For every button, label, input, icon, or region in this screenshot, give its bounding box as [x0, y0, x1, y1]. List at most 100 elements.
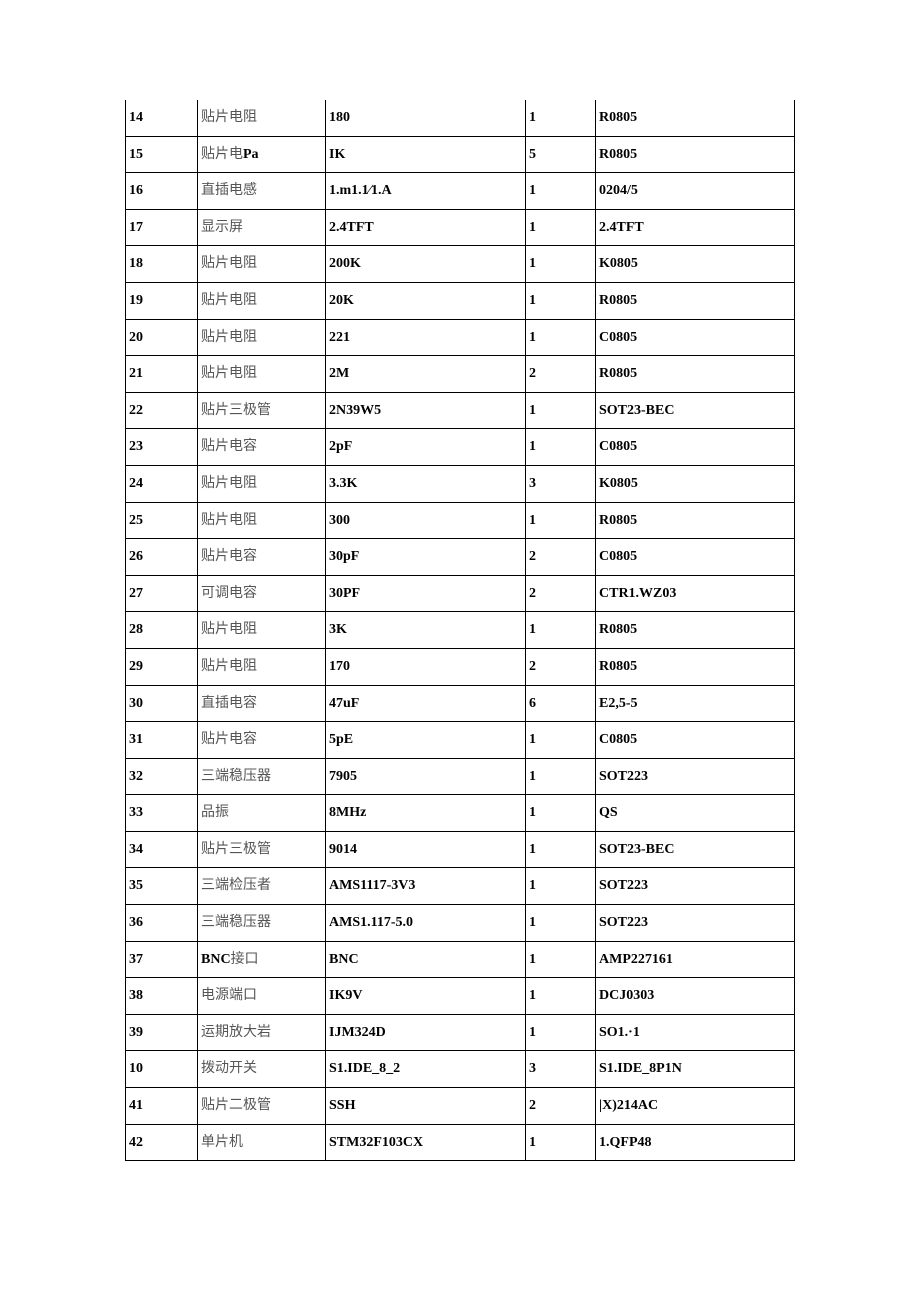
cell-part: 8MHz — [326, 795, 526, 832]
cell-pkg: SOT23-BEC — [596, 392, 795, 429]
table-row: 10拨动开关S1.IDE_8_23S1.IDE_8P1N — [126, 1051, 795, 1088]
cell-part: 7905 — [326, 758, 526, 795]
cell-pkg: R0805 — [596, 100, 795, 136]
cell-num: 22 — [126, 392, 198, 429]
cell-qty: 1 — [526, 831, 596, 868]
cell-pkg: |X)214AC — [596, 1088, 795, 1125]
cell-pkg: E2,5-5 — [596, 685, 795, 722]
cell-desc: 贴片电容 — [198, 539, 326, 576]
cell-num: 33 — [126, 795, 198, 832]
cell-pkg: C0805 — [596, 722, 795, 759]
cell-part: IJM324D — [326, 1014, 526, 1051]
table-row: 33品振8MHz1QS — [126, 795, 795, 832]
cell-num: 30 — [126, 685, 198, 722]
cell-pkg: AMP227161 — [596, 941, 795, 978]
cell-num: 21 — [126, 356, 198, 393]
cell-qty: 2 — [526, 648, 596, 685]
cell-pkg: 1.QFP48 — [596, 1124, 795, 1161]
cell-num: 19 — [126, 282, 198, 319]
cell-part: 180 — [326, 100, 526, 136]
cell-num: 15 — [126, 136, 198, 173]
cell-pkg: C0805 — [596, 429, 795, 466]
cell-part: IK9V — [326, 978, 526, 1015]
cell-part: 221 — [326, 319, 526, 356]
cell-pkg: SO1.·1 — [596, 1014, 795, 1051]
cell-desc: 贴片三极管 — [198, 392, 326, 429]
cell-desc: 贴片电容 — [198, 722, 326, 759]
cell-qty: 1 — [526, 722, 596, 759]
table-row: 24贴片电阻3.3K3K0805 — [126, 465, 795, 502]
cell-desc: 单片机 — [198, 1124, 326, 1161]
cell-desc: 显示屏 — [198, 209, 326, 246]
cell-desc: 贴片电阻 — [198, 356, 326, 393]
table-row: 27可调电容30PF2CTR1.WZ03 — [126, 575, 795, 612]
cell-num: 16 — [126, 173, 198, 210]
cell-desc: 拨动开关 — [198, 1051, 326, 1088]
cell-part: 30pF — [326, 539, 526, 576]
cell-pkg: SOT23-BEC — [596, 831, 795, 868]
cell-desc: 贴片三极管 — [198, 831, 326, 868]
cell-qty: 1 — [526, 868, 596, 905]
table-row: 18贴片电阻200K1K0805 — [126, 246, 795, 283]
cell-desc: 品振 — [198, 795, 326, 832]
cell-part: 5pE — [326, 722, 526, 759]
cell-pkg: CTR1.WZ03 — [596, 575, 795, 612]
cell-desc: 贴片电Pa — [198, 136, 326, 173]
cell-num: 39 — [126, 1014, 198, 1051]
cell-qty: 1 — [526, 978, 596, 1015]
cell-qty: 1 — [526, 282, 596, 319]
bom-table-body: 14贴片电阻1801R080515贴片电PaIK5R080516直插电感1.m1… — [126, 100, 795, 1161]
table-row: 34贴片三极管90141SOT23-BEC — [126, 831, 795, 868]
cell-qty: 1 — [526, 246, 596, 283]
cell-num: 31 — [126, 722, 198, 759]
cell-pkg: 2.4TFT — [596, 209, 795, 246]
cell-part: 2M — [326, 356, 526, 393]
cell-pkg: C0805 — [596, 319, 795, 356]
table-row: 20贴片电阻2211C0805 — [126, 319, 795, 356]
table-row: 30直插电容47uF6E2,5-5 — [126, 685, 795, 722]
cell-qty: 1 — [526, 795, 596, 832]
cell-part: 2N39W5 — [326, 392, 526, 429]
table-row: 16直插电感1.m1.1∕1.A10204/5 — [126, 173, 795, 210]
cell-qty: 1 — [526, 1014, 596, 1051]
cell-qty: 1 — [526, 612, 596, 649]
cell-part: STM32F103CX — [326, 1124, 526, 1161]
cell-part: 20K — [326, 282, 526, 319]
cell-qty: 1 — [526, 392, 596, 429]
cell-pkg: QS — [596, 795, 795, 832]
table-row: 29贴片电阻1702R0805 — [126, 648, 795, 685]
cell-num: 28 — [126, 612, 198, 649]
cell-pkg: C0805 — [596, 539, 795, 576]
cell-pkg: DCJ0303 — [596, 978, 795, 1015]
cell-desc: 贴片电阻 — [198, 612, 326, 649]
cell-part: 170 — [326, 648, 526, 685]
cell-desc: 运期放大岩 — [198, 1014, 326, 1051]
cell-part: AMS1.117-5.0 — [326, 905, 526, 942]
cell-qty: 1 — [526, 758, 596, 795]
table-row: 35三端检压者AMS1117-3V31SOT223 — [126, 868, 795, 905]
cell-desc: 贴片电容 — [198, 429, 326, 466]
bom-table: 14贴片电阻1801R080515贴片电PaIK5R080516直插电感1.m1… — [125, 100, 795, 1161]
cell-num: 36 — [126, 905, 198, 942]
cell-pkg: SOT223 — [596, 758, 795, 795]
table-row: 19贴片电阻20K1R0805 — [126, 282, 795, 319]
cell-part: SSH — [326, 1088, 526, 1125]
cell-part: S1.IDE_8_2 — [326, 1051, 526, 1088]
cell-part: IK — [326, 136, 526, 173]
cell-desc: 三端检压者 — [198, 868, 326, 905]
table-row: 14贴片电阻1801R0805 — [126, 100, 795, 136]
cell-qty: 5 — [526, 136, 596, 173]
cell-pkg: R0805 — [596, 282, 795, 319]
cell-num: 18 — [126, 246, 198, 283]
table-row: 23贴片电容2pF1C0805 — [126, 429, 795, 466]
table-row: 36三端稳压器AMS1.117-5.01SOT223 — [126, 905, 795, 942]
cell-qty: 1 — [526, 100, 596, 136]
cell-desc: 贴片电阻 — [198, 648, 326, 685]
cell-num: 25 — [126, 502, 198, 539]
cell-qty: 1 — [526, 319, 596, 356]
cell-num: 35 — [126, 868, 198, 905]
cell-qty: 1 — [526, 502, 596, 539]
cell-num: 26 — [126, 539, 198, 576]
cell-part: 3K — [326, 612, 526, 649]
cell-num: 37 — [126, 941, 198, 978]
